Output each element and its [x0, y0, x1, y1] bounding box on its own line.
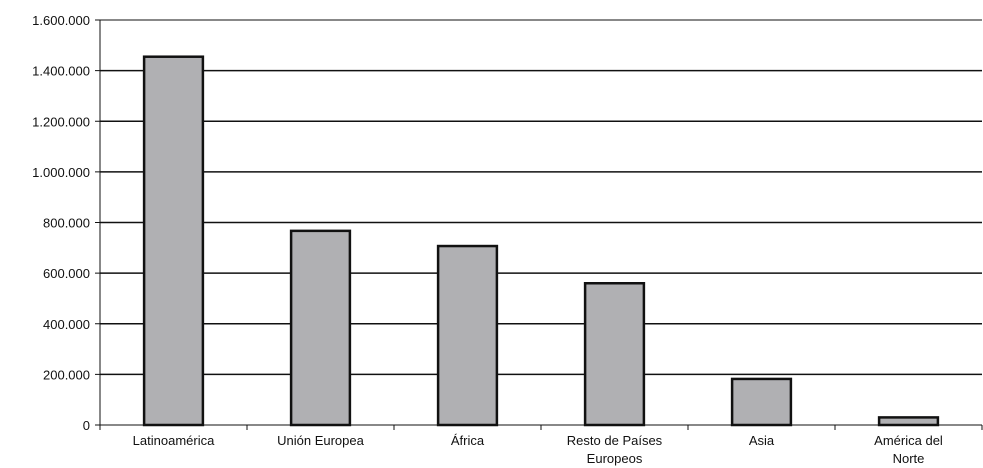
- bar: [289, 229, 352, 427]
- bar: [730, 377, 793, 427]
- y-tick-label: 600.000: [43, 266, 90, 281]
- x-tick-label-line: Europeos: [587, 451, 643, 466]
- bar: [583, 282, 646, 427]
- x-tick-label: Asia: [749, 433, 775, 448]
- labels: 0 200.000 400.000 600.000 800.000 1.000.000 1.…: [32, 13, 943, 466]
- gridlines: [100, 19, 982, 376]
- x-tick-label: Unión Europea: [277, 433, 364, 448]
- x-tick-label: Resto de Países Europeos: [567, 433, 663, 466]
- bar: [142, 55, 205, 427]
- bar: [436, 244, 499, 427]
- bar: [877, 416, 940, 427]
- y-tick-label: 1.000.000: [32, 165, 90, 180]
- bars: [142, 55, 940, 427]
- y-tick-label: 200.000: [43, 367, 90, 382]
- x-tick-label-line: Norte: [893, 451, 925, 466]
- x-tick-label-line: América del: [874, 433, 943, 448]
- y-tick-label: 1.400.000: [32, 64, 90, 79]
- axes: [95, 19, 983, 430]
- x-tick-label: Latinoamérica: [133, 433, 215, 448]
- x-tick-label-line: Asia: [749, 433, 775, 448]
- x-tick-label-line: Unión Europea: [277, 433, 364, 448]
- x-tick-label: América del Norte: [874, 433, 943, 466]
- y-tick-label: 0: [83, 418, 90, 433]
- y-tick-label: 1.200.000: [32, 114, 90, 129]
- x-tick-label-line: África: [451, 433, 485, 448]
- x-tick-label-line: Resto de Países: [567, 433, 663, 448]
- x-tick-label: África: [451, 433, 485, 448]
- x-tick-label-line: Latinoamérica: [133, 433, 215, 448]
- y-tick-label: 800.000: [43, 216, 90, 231]
- y-tick-label: 400.000: [43, 317, 90, 332]
- y-tick-label: 1.600.000: [32, 13, 90, 28]
